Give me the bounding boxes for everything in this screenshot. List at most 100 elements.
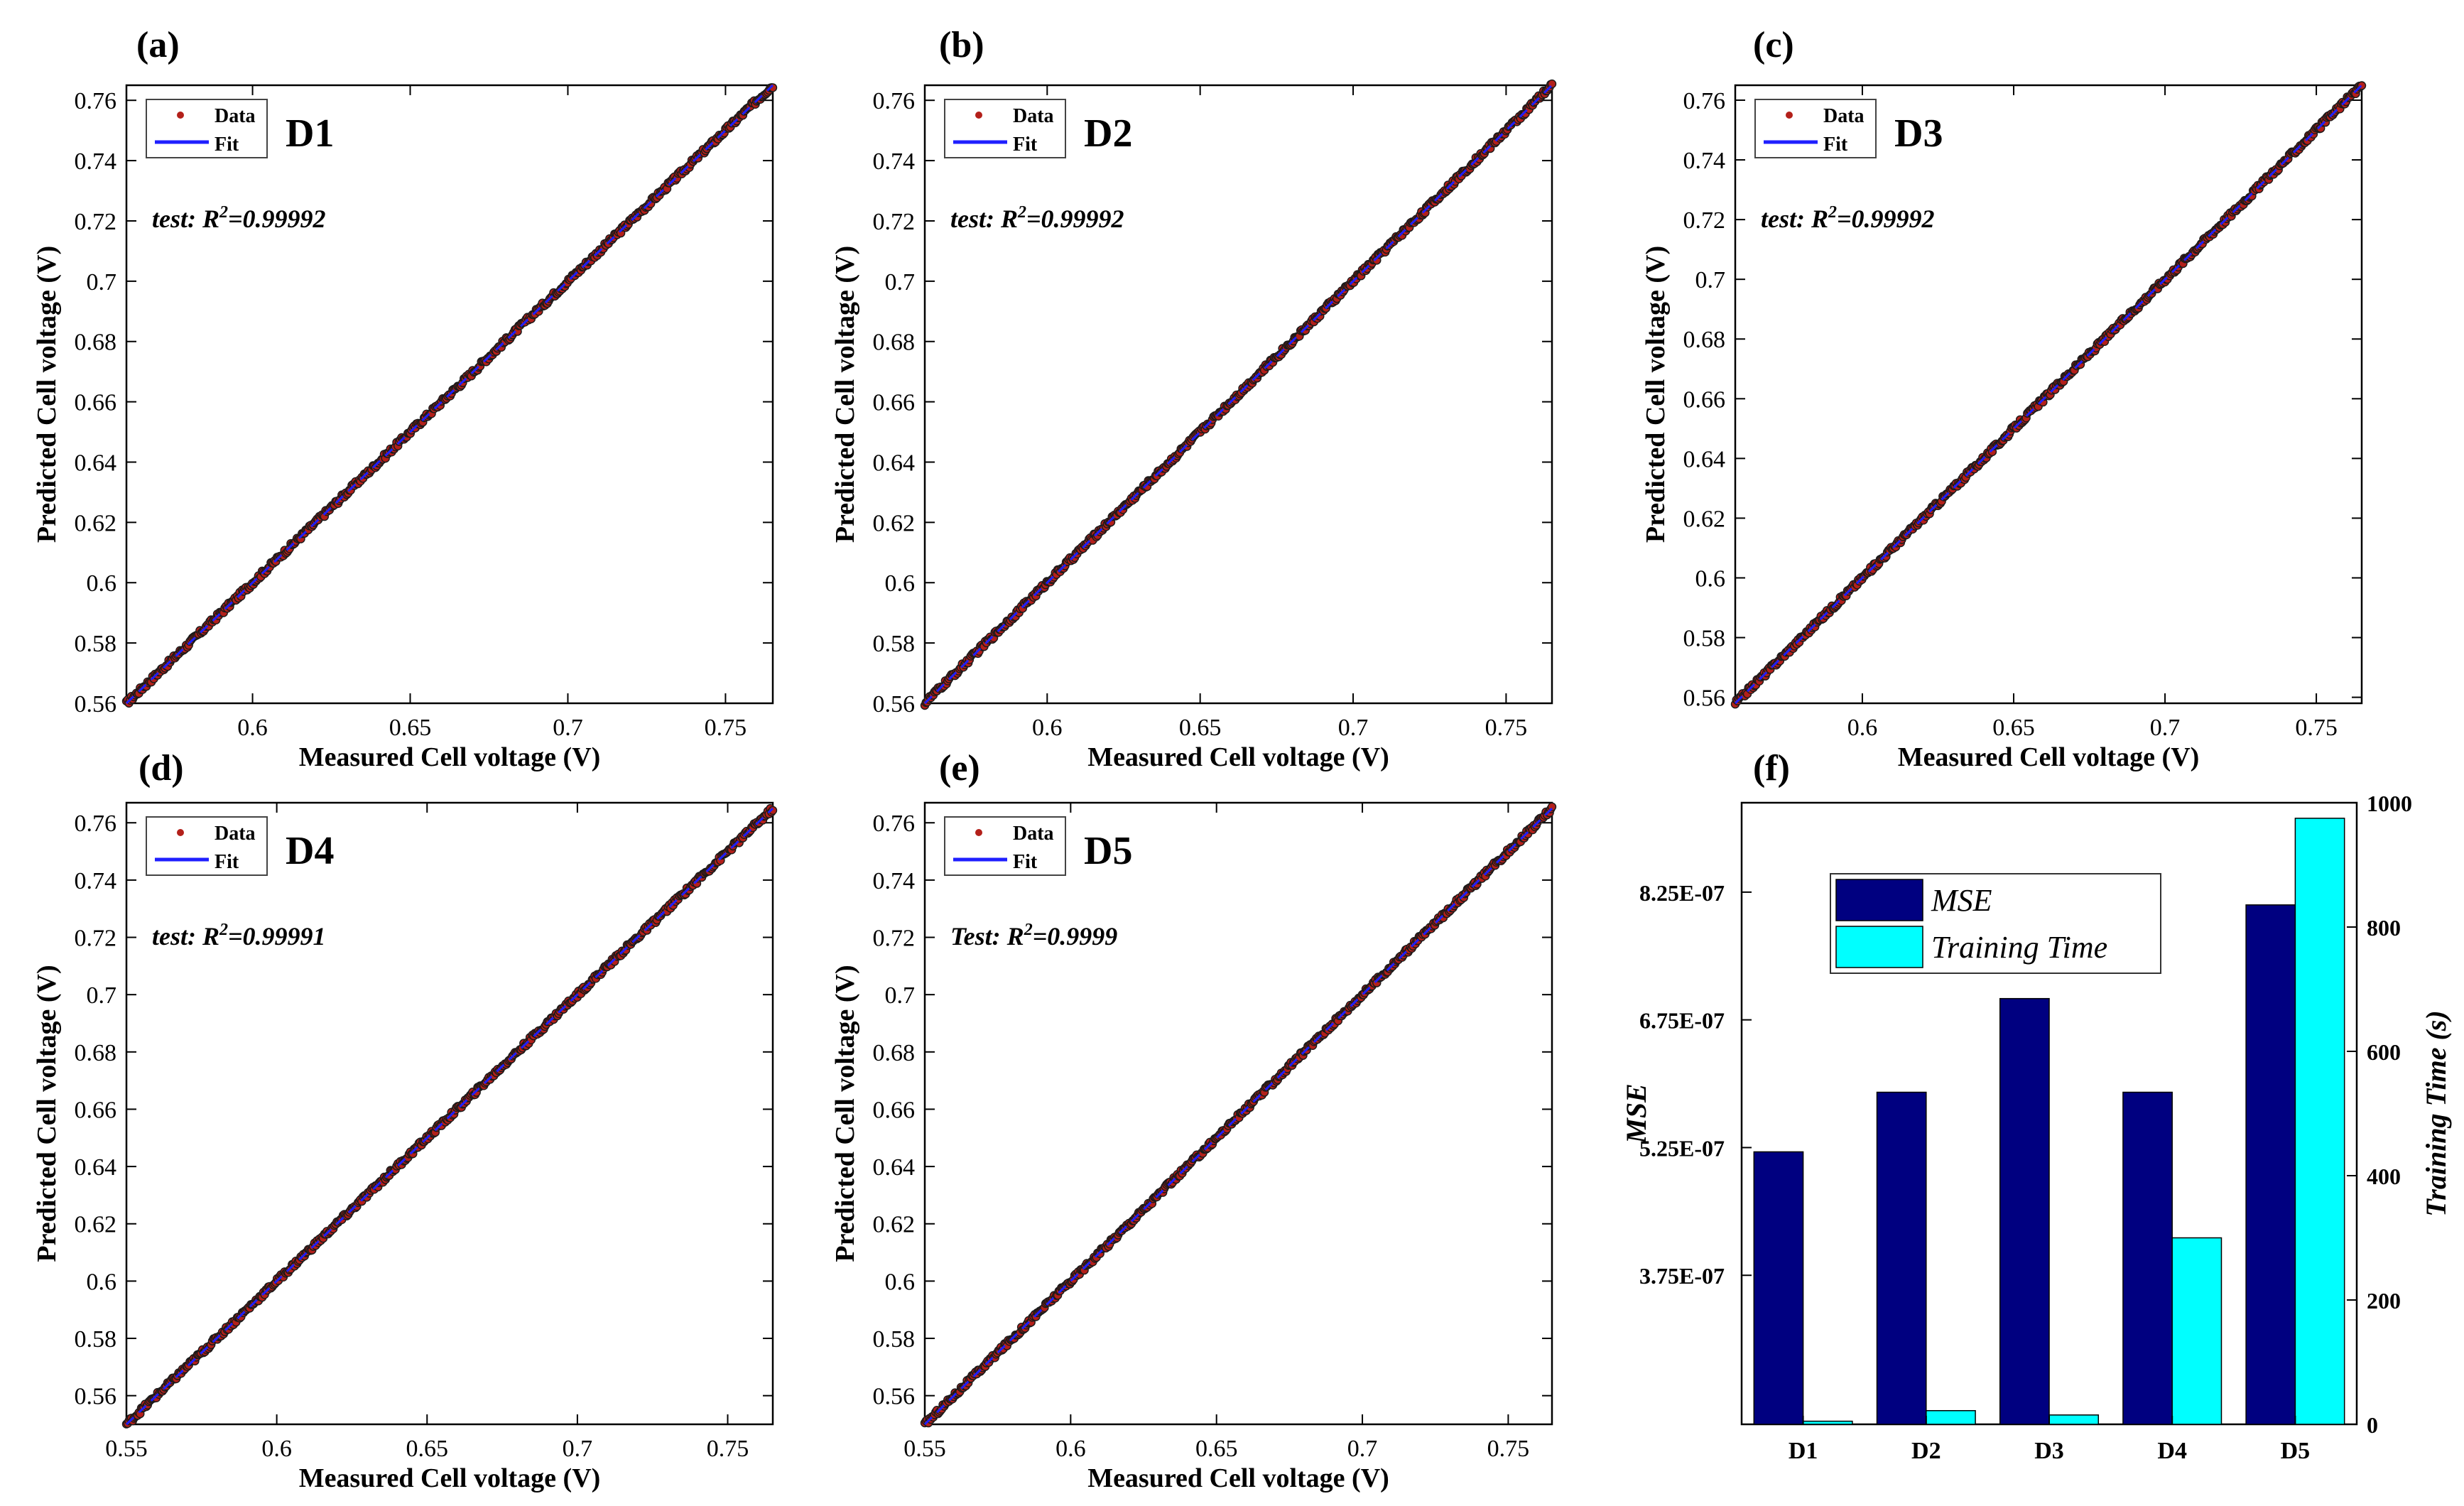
panel-label: (d) bbox=[139, 748, 184, 789]
y-tick-label-left: 5.25E-07 bbox=[1639, 1135, 1725, 1161]
legend-swatch-mse bbox=[1835, 879, 1923, 921]
y-tick-label: 0.74 bbox=[873, 148, 916, 175]
y-tick-label: 0.68 bbox=[75, 1040, 117, 1066]
x-tick-label: 0.75 bbox=[705, 715, 747, 741]
x-tick-label: 0.65 bbox=[1179, 715, 1222, 741]
y-tick-label: 0.76 bbox=[75, 88, 117, 114]
r2-annotation: test: R2=0.99992 bbox=[950, 203, 1124, 233]
y-tick-label: 0.72 bbox=[75, 209, 117, 235]
y-tick-label: 0.58 bbox=[1683, 626, 1726, 652]
axes-frame bbox=[923, 84, 1553, 705]
y-tick-label: 0.68 bbox=[873, 1040, 916, 1066]
y-tick-label: 0.76 bbox=[873, 811, 916, 837]
legend-box bbox=[1754, 99, 1877, 158]
y-tick-label: 0.68 bbox=[873, 330, 916, 356]
dataset-label: D5 bbox=[1084, 829, 1132, 873]
y-tick-label-left: 3.75E-07 bbox=[1639, 1263, 1725, 1289]
bar-training-time-d2 bbox=[1926, 1410, 1976, 1425]
legend-box bbox=[146, 816, 268, 876]
y-tick-label: 0.7 bbox=[87, 982, 117, 1009]
y-tick-label: 0.7 bbox=[885, 269, 916, 296]
x-tick-label: 0.75 bbox=[1487, 1436, 1530, 1462]
y-tick-label-right: 1000 bbox=[2367, 791, 2412, 816]
category-label: D5 bbox=[2281, 1438, 2311, 1464]
legend-label-data: Data bbox=[1013, 823, 1054, 845]
category-label: D1 bbox=[1789, 1438, 1818, 1464]
bar-mse-d2 bbox=[1876, 1091, 1927, 1425]
y-axis-label: Predicted Cell voltage (V) bbox=[830, 965, 860, 1262]
x-tick-label: 0.6 bbox=[1032, 715, 1063, 741]
y-tick-label: 0.76 bbox=[1683, 88, 1726, 114]
legend-label-fit: Fit bbox=[215, 134, 239, 156]
y-tick-label: 0.62 bbox=[75, 510, 117, 536]
legend-data-marker bbox=[975, 829, 982, 836]
x-axis-label: Measured Cell voltage (V) bbox=[299, 742, 601, 772]
y-tick-label: 0.56 bbox=[873, 691, 916, 717]
legend: Data Fit bbox=[944, 816, 1066, 876]
y-tick-label: 0.72 bbox=[873, 926, 916, 952]
x-tick-label: 0.6 bbox=[237, 715, 268, 741]
legend-label-data: Data bbox=[1013, 105, 1054, 127]
bar-training-time-d5 bbox=[2294, 818, 2345, 1425]
panel-label: (c) bbox=[1753, 25, 1794, 65]
x-tick-label: 0.7 bbox=[2150, 715, 2181, 741]
bar-mse-d4 bbox=[2122, 1091, 2173, 1425]
y-axis-label: Predicted Cell voltage (V) bbox=[32, 965, 62, 1262]
legend-swatch-training-time bbox=[1835, 926, 1923, 968]
scatter-panel-d3: 0.6 0.65 0.7 0.75 0.56 0.58 0.6 0.62 0.64 0.66 0.6… bbox=[1641, 81, 2367, 772]
y-tick-label: 0.66 bbox=[75, 390, 117, 416]
r2-annotation: test: R2=0.99992 bbox=[152, 203, 326, 233]
x-tick-label: 0.7 bbox=[563, 1436, 593, 1462]
scatter-panel-d5: 0.55 0.6 0.65 0.7 0.75 0.56 0.58 0.6 0.62 0.64 0.6… bbox=[830, 801, 1557, 1493]
y-tick-label: 0.66 bbox=[75, 1097, 117, 1123]
x-tick-label: 0.75 bbox=[707, 1436, 749, 1462]
legend-label-fit: Fit bbox=[1013, 851, 1038, 873]
axes-frame bbox=[125, 84, 774, 705]
y-tick-label-left: 6.75E-07 bbox=[1639, 1008, 1725, 1034]
legend-label-training-time: Training Time bbox=[1931, 930, 2107, 965]
y-tick-label: 0.56 bbox=[75, 1384, 117, 1410]
y-tick-label: 0.72 bbox=[873, 209, 916, 235]
y-tick-label: 0.6 bbox=[885, 1269, 916, 1295]
panel-label: (e) bbox=[939, 748, 980, 789]
x-axis-label: Measured Cell voltage (V) bbox=[1087, 742, 1389, 772]
y-tick-label: 0.62 bbox=[873, 510, 916, 536]
y-tick-label: 0.74 bbox=[1683, 148, 1726, 174]
x-tick-label: 0.55 bbox=[903, 1436, 946, 1462]
y-tick-label-right: 800 bbox=[2367, 915, 2401, 941]
x-tick-label: 0.65 bbox=[406, 1436, 449, 1462]
y-tick-label-right: 200 bbox=[2367, 1288, 2401, 1313]
y-tick-label: 0.64 bbox=[1683, 446, 1726, 472]
fit-line bbox=[1734, 84, 2363, 705]
x-axis-label: Measured Cell voltage (V) bbox=[1898, 742, 2200, 772]
legend-label-data: Data bbox=[215, 823, 256, 845]
y-tick-label: 0.74 bbox=[873, 868, 916, 894]
y-tick-label: 0.56 bbox=[1683, 686, 1726, 712]
scatter-panel-d4: 0.55 0.6 0.65 0.7 0.75 0.56 0.58 0.6 0.62 0.64 0.6… bbox=[32, 801, 778, 1493]
r2-annotation: test: R2=0.99992 bbox=[1761, 203, 1935, 233]
y-tick-label: 0.68 bbox=[1683, 327, 1726, 353]
y-tick-label: 0.64 bbox=[873, 1154, 916, 1181]
y-tick-label: 0.72 bbox=[1683, 207, 1726, 234]
dataset-label: D3 bbox=[1894, 112, 1943, 156]
x-axis-label: Measured Cell voltage (V) bbox=[299, 1463, 601, 1493]
legend-data-marker bbox=[177, 829, 184, 836]
panel-label: (a) bbox=[136, 25, 180, 65]
bar-training-time-d4 bbox=[2171, 1237, 2223, 1425]
x-tick-label: 0.7 bbox=[1338, 715, 1369, 741]
bar-training-time-d1 bbox=[1802, 1420, 1853, 1425]
legend-box bbox=[944, 99, 1066, 158]
y-tick-label-right: 0 bbox=[2367, 1412, 2378, 1438]
y-tick-label: 0.6 bbox=[1695, 565, 1726, 592]
legend-label-mse: MSE bbox=[1931, 883, 1992, 918]
data-point bbox=[1547, 802, 1557, 812]
legend: Data Fit bbox=[146, 99, 268, 158]
x-tick-label: 0.7 bbox=[553, 715, 583, 741]
legend-label-fit: Fit bbox=[1823, 134, 1848, 156]
dataset-label: D4 bbox=[286, 829, 334, 873]
x-tick-label: 0.65 bbox=[1195, 1436, 1238, 1462]
x-tick-label: 0.65 bbox=[389, 715, 432, 741]
category-label: D3 bbox=[2034, 1438, 2064, 1464]
y-tick-label: 0.58 bbox=[873, 631, 916, 657]
